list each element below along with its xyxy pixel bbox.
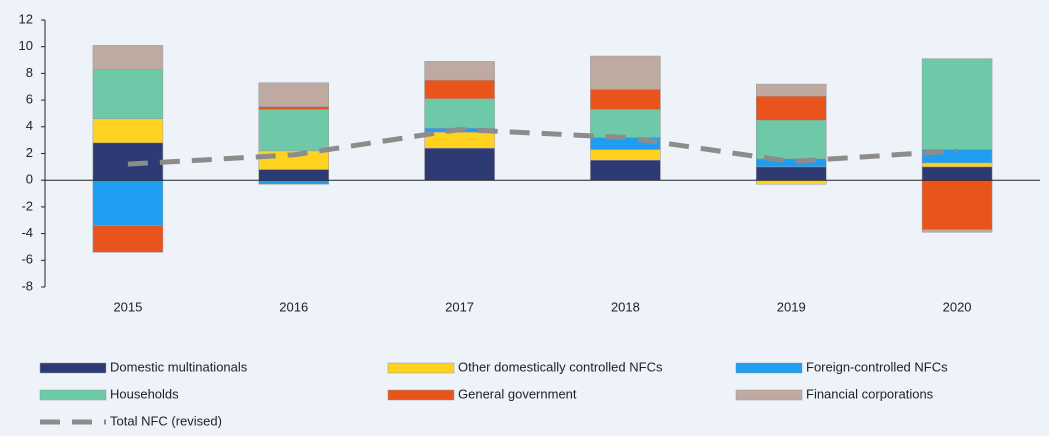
bar [92,142,164,181]
legend-swatch [39,389,107,401]
bar [756,119,827,160]
legend-label: Total NFC (revised) [110,413,222,428]
bar [756,179,827,185]
x-tick-label: 2019 [777,299,806,314]
bar [424,98,495,129]
legend-swatch [39,362,107,374]
bar [921,179,993,230]
legend-label: General government [458,386,577,401]
y-tick-label: 6 [26,92,33,107]
bar [756,95,827,121]
legend-swatch [735,362,803,374]
legend-label: Financial corporations [806,386,934,401]
bar [258,106,329,110]
bar [92,179,164,226]
bar [92,118,164,144]
bar [258,179,329,185]
y-tick-label: -8 [21,278,33,293]
y-tick-label: 8 [26,65,33,80]
bar [424,61,495,81]
x-tick-label: 2015 [113,299,142,314]
x-tick-label: 2020 [943,299,972,314]
y-tick-label: -4 [21,225,33,240]
bar [756,83,827,97]
y-tick-label: 0 [26,172,33,187]
y-tick-label: 4 [26,118,33,133]
legend-label: Foreign-controlled NFCs [806,359,948,374]
bar [590,159,661,181]
legend-label: Households [110,386,179,401]
bar [590,149,661,161]
bar [424,131,495,149]
bar [921,58,993,150]
bar [590,89,661,110]
legend-label: Other domestically controlled NFCs [458,359,663,374]
bar [92,69,164,120]
bar [921,229,993,233]
y-tick-label: 12 [19,11,33,26]
bar [590,55,661,90]
bar [258,82,329,108]
bar [921,166,993,181]
y-tick-label: 2 [26,145,33,160]
legend-label: Domestic multinationals [110,359,248,374]
bar [92,225,164,253]
line [127,126,958,167]
x-tick-label: 2018 [611,299,640,314]
legend-swatch [387,362,455,374]
y-tick-label: -2 [21,198,33,213]
bar [424,79,495,100]
legend-swatch [387,389,455,401]
y-tick-label: 10 [19,38,33,53]
bar [258,169,329,181]
bar [92,45,164,70]
x-tick-label: 2016 [279,299,308,314]
legend-swatch [735,389,803,401]
bar [424,147,495,181]
bar [756,166,827,181]
bar [921,162,993,168]
y-tick-label: -6 [21,252,33,267]
bar [590,109,661,138]
bar [258,109,329,152]
x-tick-label: 2017 [445,299,474,314]
